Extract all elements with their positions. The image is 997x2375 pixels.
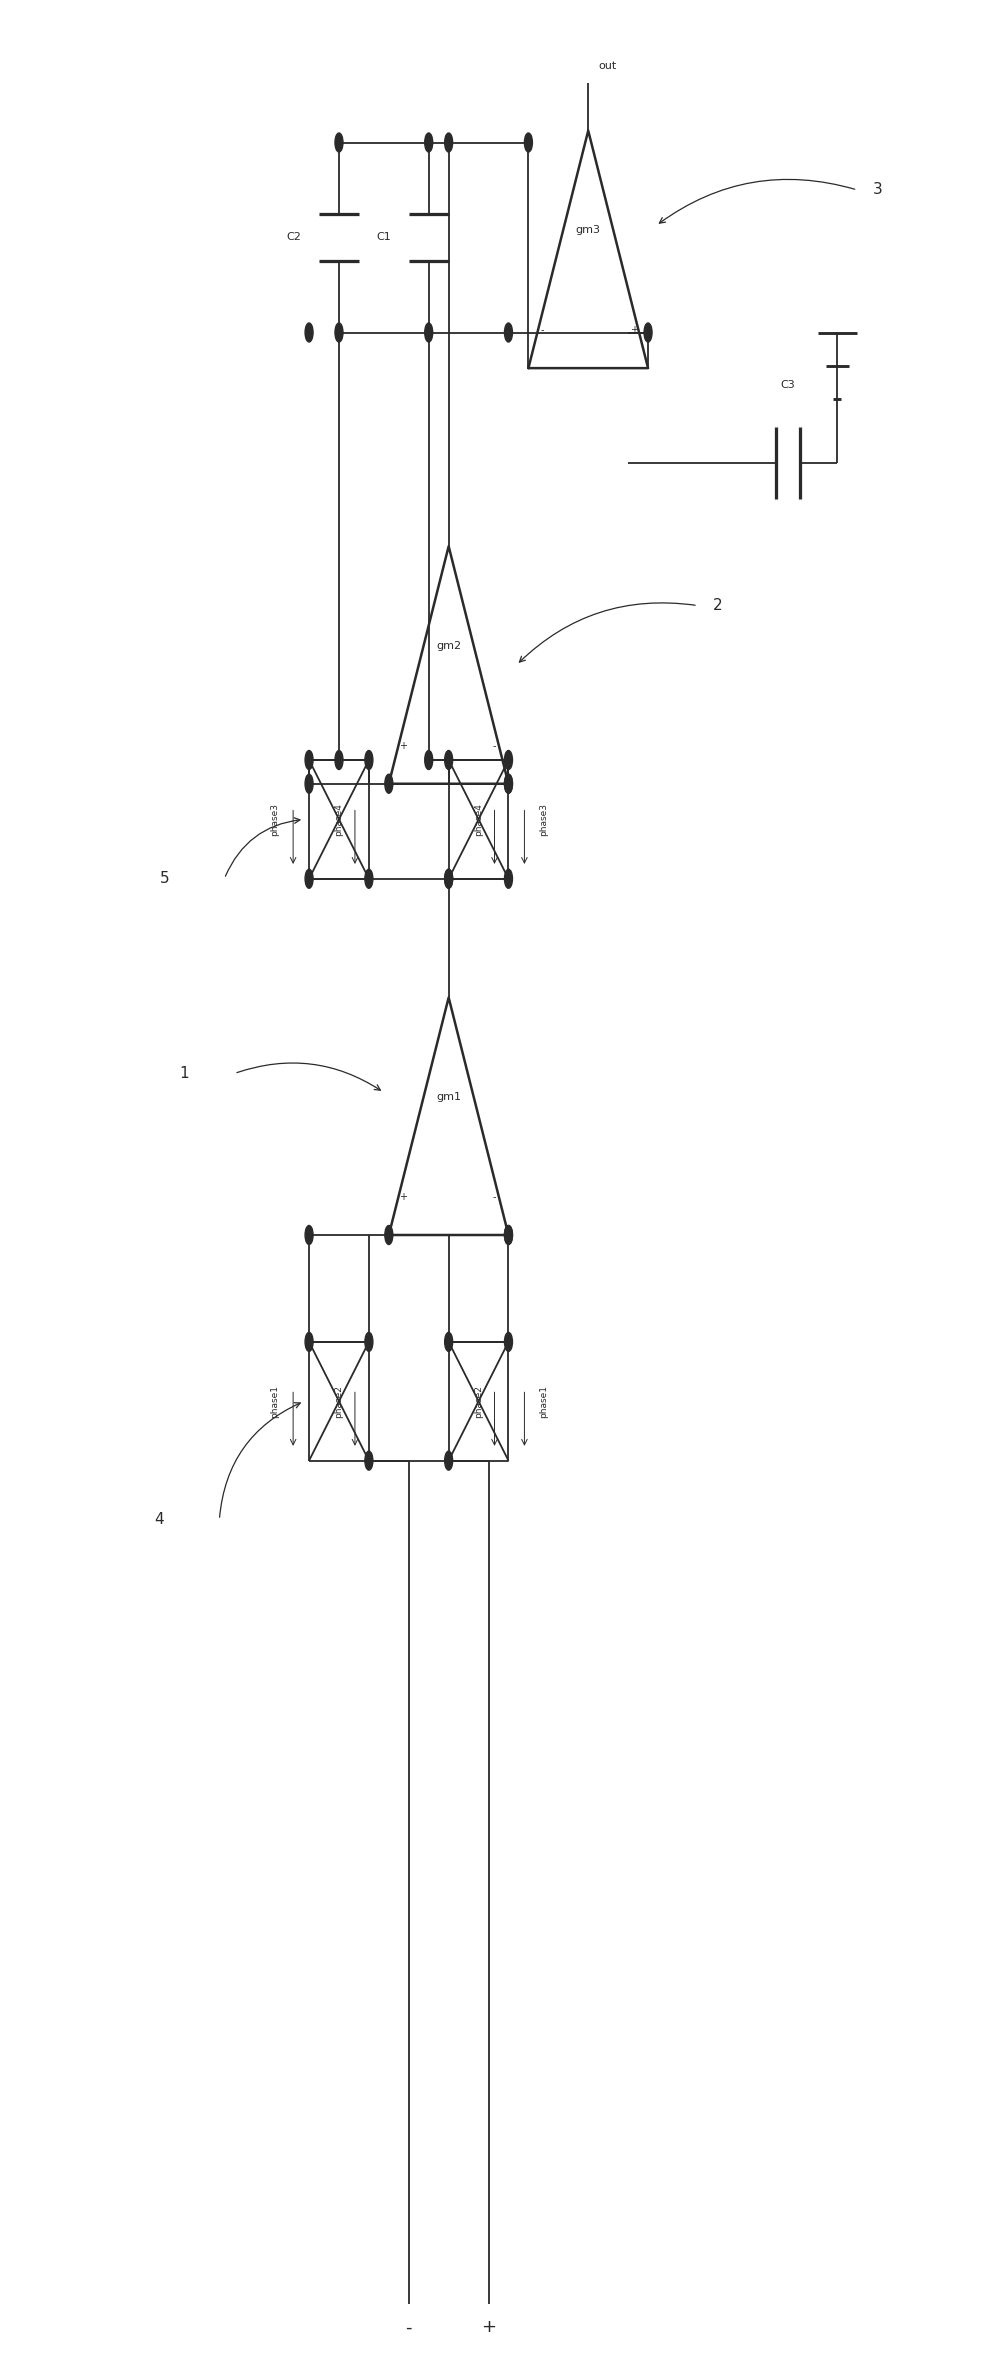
Text: 1: 1 xyxy=(179,1066,189,1081)
Text: +: + xyxy=(399,741,407,750)
Text: +: + xyxy=(399,1192,407,1202)
Circle shape xyxy=(305,750,313,770)
Circle shape xyxy=(305,1226,313,1244)
Text: -: - xyxy=(406,2318,412,2337)
Circle shape xyxy=(445,869,453,888)
Circle shape xyxy=(305,1332,313,1351)
Circle shape xyxy=(445,133,453,152)
Circle shape xyxy=(425,133,433,152)
Text: phase3: phase3 xyxy=(269,803,279,836)
Text: gm2: gm2 xyxy=(436,641,462,651)
Text: phase1: phase1 xyxy=(538,1385,548,1418)
Circle shape xyxy=(504,1332,512,1351)
Circle shape xyxy=(385,1226,393,1244)
Circle shape xyxy=(445,1332,453,1351)
Circle shape xyxy=(504,1226,512,1244)
Circle shape xyxy=(335,133,343,152)
Circle shape xyxy=(305,869,313,888)
Circle shape xyxy=(335,750,343,770)
Circle shape xyxy=(385,774,393,793)
Text: C3: C3 xyxy=(781,380,795,390)
Circle shape xyxy=(504,774,512,793)
Text: phase4: phase4 xyxy=(334,803,344,836)
Text: phase4: phase4 xyxy=(474,803,484,836)
Text: 5: 5 xyxy=(160,872,169,886)
Text: 3: 3 xyxy=(872,183,882,197)
Circle shape xyxy=(504,869,512,888)
Text: gm1: gm1 xyxy=(436,1092,462,1102)
Circle shape xyxy=(504,750,512,770)
Text: out: out xyxy=(598,62,616,71)
Circle shape xyxy=(644,323,652,342)
Circle shape xyxy=(335,323,343,342)
Circle shape xyxy=(425,750,433,770)
Text: -: - xyxy=(493,1192,497,1202)
Circle shape xyxy=(305,323,313,342)
Circle shape xyxy=(445,869,453,888)
Text: phase2: phase2 xyxy=(334,1385,344,1418)
Circle shape xyxy=(504,774,512,793)
Text: phase1: phase1 xyxy=(269,1385,279,1418)
Circle shape xyxy=(524,133,532,152)
Circle shape xyxy=(504,323,512,342)
Text: gm3: gm3 xyxy=(575,226,601,235)
Circle shape xyxy=(365,1451,373,1470)
Circle shape xyxy=(305,774,313,793)
Circle shape xyxy=(365,750,373,770)
Circle shape xyxy=(365,869,373,888)
Text: -: - xyxy=(540,325,544,335)
Text: phase2: phase2 xyxy=(474,1385,484,1418)
Text: 2: 2 xyxy=(713,598,723,613)
Text: +: + xyxy=(481,2318,497,2337)
Circle shape xyxy=(504,1226,512,1244)
Circle shape xyxy=(445,750,453,770)
Text: C1: C1 xyxy=(377,233,391,242)
Circle shape xyxy=(365,1332,373,1351)
Circle shape xyxy=(445,1451,453,1470)
Text: phase3: phase3 xyxy=(538,803,548,836)
Text: -: - xyxy=(493,741,497,750)
Text: 4: 4 xyxy=(155,1513,165,1527)
Text: +: + xyxy=(630,325,638,335)
Text: C2: C2 xyxy=(287,233,301,242)
Circle shape xyxy=(425,323,433,342)
